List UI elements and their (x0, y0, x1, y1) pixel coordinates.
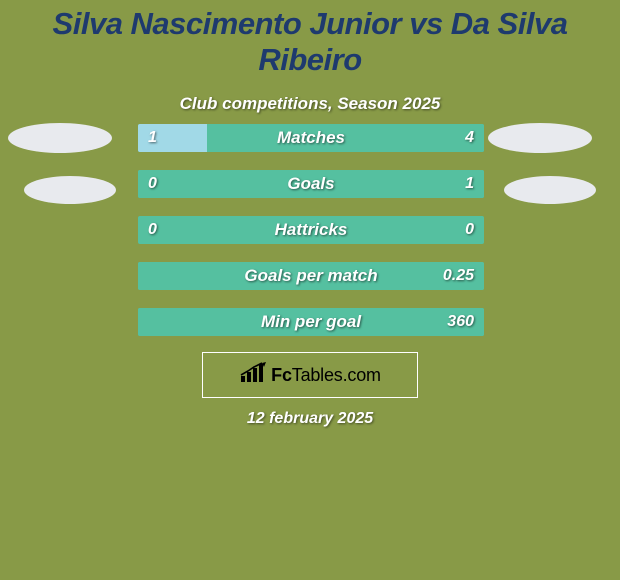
player2-value: 0 (465, 216, 474, 244)
stat-row: 14Matches (138, 124, 484, 152)
stat-row: 360Min per goal (138, 308, 484, 336)
player2-ellipse-2 (504, 176, 596, 204)
stat-row: 0.25Goals per match (138, 262, 484, 290)
snapshot-date: 12 february 2025 (0, 410, 620, 428)
player2-fill (138, 308, 484, 336)
stat-rows: 14Matches01Goals00Hattricks0.25Goals per… (138, 124, 484, 354)
player2-fill (138, 170, 484, 198)
stat-row: 01Goals (138, 170, 484, 198)
player2-value: 0.25 (443, 262, 474, 290)
player2-value: 4 (465, 124, 474, 152)
player2-value: 360 (447, 308, 474, 336)
player2-fill (207, 124, 484, 152)
player2-value: 1 (465, 170, 474, 198)
page-title: Silva Nascimento Junior vs Da Silva Ribe… (0, 0, 620, 78)
player1-ellipse-2 (24, 176, 116, 204)
fctables-logo: FcTables.com (202, 352, 418, 398)
player2-ellipse-1 (488, 123, 592, 153)
player2-fill (138, 262, 484, 290)
logo-text: FcTables.com (271, 365, 381, 386)
player1-value: 0 (148, 216, 157, 244)
stat-label: Hattricks (138, 216, 484, 244)
player1-ellipse-1 (8, 123, 112, 153)
comparison-infographic: Silva Nascimento Junior vs Da Silva Ribe… (0, 0, 620, 580)
player1-value: 1 (148, 124, 157, 152)
subtitle: Club competitions, Season 2025 (0, 94, 620, 114)
stat-row: 0 0Hattricks (138, 216, 484, 244)
player1-value: 0 (148, 170, 157, 198)
growth-bars-icon (239, 362, 267, 389)
